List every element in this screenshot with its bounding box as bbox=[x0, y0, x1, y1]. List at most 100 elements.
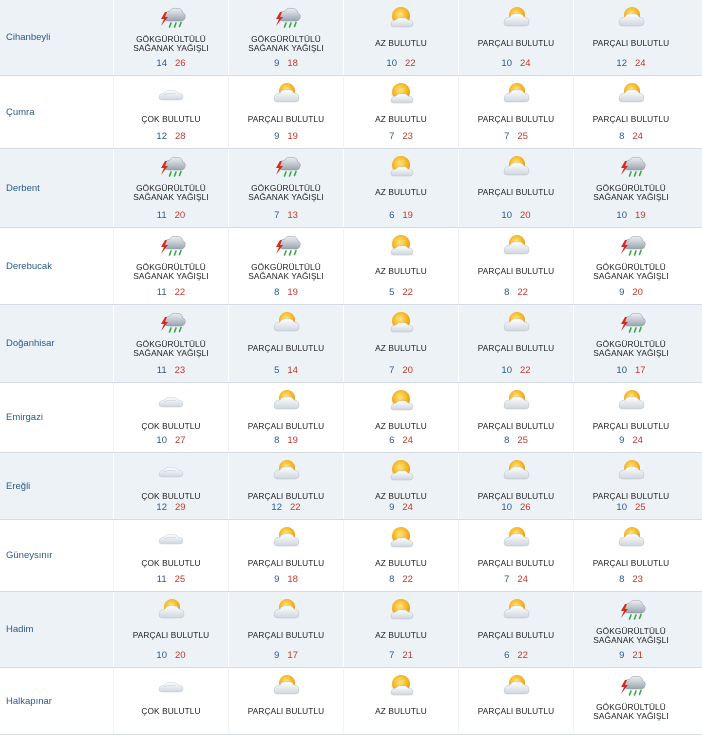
temperatures: 10 24 bbox=[459, 58, 573, 69]
city-name[interactable]: Doğanhisar bbox=[6, 338, 55, 349]
min-temp: 10 bbox=[616, 210, 627, 221]
condition-text: PARÇALI BULUTLU bbox=[477, 706, 555, 716]
min-temp: 12 bbox=[616, 58, 627, 69]
thunderstorm-rain-icon bbox=[156, 5, 186, 29]
day-forecast-cell: GÖKGÜRÜLTÜLÜ SAĞANAK YAĞIŞLI 11 22 bbox=[113, 228, 228, 304]
temperatures: 10 20 bbox=[114, 650, 228, 661]
thunderstorm-rain-icon bbox=[271, 5, 301, 29]
max-temp: 24 bbox=[520, 58, 531, 69]
sun-cloud-icon bbox=[386, 388, 416, 412]
max-temp: 23 bbox=[632, 574, 643, 585]
day-cells: PARÇALI BULUTLU 10 20 PARÇALI BULUTLU 9 17… bbox=[113, 592, 702, 667]
city-forecast-row: Hadim PARÇALI BULUTLU 10 20 PARÇALI BULUT… bbox=[0, 592, 702, 668]
condition-text: PARÇALI BULUTLU bbox=[592, 421, 670, 431]
min-temp: 7 bbox=[389, 365, 395, 376]
sun-cloud-icon bbox=[386, 673, 416, 697]
condition-text: PARÇALI BULUTLU bbox=[477, 266, 555, 276]
max-temp: 26 bbox=[520, 502, 531, 513]
city-name[interactable]: Hadim bbox=[6, 624, 34, 635]
city-name[interactable]: Emirgazi bbox=[6, 412, 43, 423]
temperatures: 6 22 bbox=[459, 650, 573, 661]
day-forecast-cell: PARÇALI BULUTLU 5 14 bbox=[228, 305, 343, 382]
temperatures: 8 23 bbox=[574, 574, 688, 585]
day-forecast-cell: PARÇALI BULUTLU 8 24 bbox=[573, 76, 688, 148]
condition-text: PARÇALI BULUTLU bbox=[592, 38, 670, 48]
day-forecast-cell: AZ BULUTLU 6 24 bbox=[343, 383, 458, 452]
condition-text: AZ BULUTLU bbox=[375, 266, 427, 276]
partly-cloudy-icon bbox=[501, 525, 531, 549]
thunderstorm-rain-icon bbox=[616, 310, 646, 334]
temperatures: 11 22 bbox=[114, 287, 228, 298]
max-temp: 19 bbox=[402, 210, 413, 221]
day-cells: ÇOK BULUTLU PARÇALI BULUTLU AZ BULUTLU P… bbox=[113, 668, 702, 734]
city-name[interactable]: Derbent bbox=[6, 182, 40, 194]
city-name[interactable]: Cihanbeyli bbox=[6, 32, 51, 43]
day-forecast-cell: AZ BULUTLU 7 20 bbox=[343, 305, 458, 382]
min-temp: 9 bbox=[274, 650, 280, 661]
max-temp: 18 bbox=[287, 58, 298, 69]
max-temp: 25 bbox=[635, 502, 646, 513]
partly-cloudy-icon bbox=[271, 525, 301, 549]
cloudy-icon bbox=[156, 673, 186, 697]
day-forecast-cell: PARÇALI BULUTLU bbox=[228, 668, 343, 734]
min-temp: 9 bbox=[619, 287, 625, 298]
temperatures: 12 24 bbox=[574, 58, 688, 69]
city-name[interactable]: Güneysınır bbox=[6, 550, 53, 561]
day-cells: ÇOK BULUTLU 12 28 PARÇALI BULUTLU 9 19 AZ … bbox=[113, 76, 702, 148]
city-name[interactable]: Halkapınar bbox=[6, 695, 52, 707]
max-temp: 20 bbox=[174, 210, 186, 221]
condition-text: PARÇALI BULUTLU bbox=[247, 491, 325, 501]
min-temp: 7 bbox=[274, 210, 280, 221]
temperatures bbox=[114, 717, 228, 728]
thunderstorm-rain-icon bbox=[156, 233, 186, 257]
city-forecast-row: Halkapınar ÇOK BULUTLU PARÇALI BULUTLU A… bbox=[0, 668, 702, 735]
max-temp: 22 bbox=[402, 287, 413, 298]
max-temp: 24 bbox=[517, 574, 528, 585]
temperatures: 12 22 bbox=[229, 502, 343, 513]
condition-text: PARÇALI BULUTLU bbox=[132, 630, 210, 640]
condition-text: ÇOK BULUTLU bbox=[141, 558, 201, 568]
min-temp: 7 bbox=[504, 131, 510, 142]
min-temp: 9 bbox=[389, 502, 395, 513]
max-temp: 19 bbox=[287, 287, 298, 298]
cloudy-icon bbox=[156, 458, 186, 482]
sun-cloud-icon bbox=[386, 525, 416, 549]
thunderstorm-rain-icon bbox=[156, 310, 186, 334]
partly-cloudy-icon bbox=[501, 81, 531, 105]
partly-cloudy-icon bbox=[501, 310, 531, 334]
condition-text: PARÇALI BULUTLU bbox=[477, 558, 555, 568]
max-temp: 25 bbox=[517, 435, 528, 446]
condition-text: PARÇALI BULUTLU bbox=[247, 114, 325, 124]
day-forecast-cell: PARÇALI BULUTLU 10 22 bbox=[458, 305, 573, 382]
temperatures: 5 14 bbox=[229, 365, 343, 376]
city-name[interactable]: Ereğli bbox=[6, 480, 31, 492]
day-forecast-cell: PARÇALI BULUTLU 8 25 bbox=[458, 383, 573, 452]
day-forecast-cell: AZ BULUTLU 7 23 bbox=[343, 76, 458, 148]
sun-cloud-icon bbox=[386, 310, 416, 334]
temperatures: 6 19 bbox=[344, 210, 458, 221]
condition-text: AZ BULUTLU bbox=[375, 630, 427, 640]
temperatures: 10 25 bbox=[574, 502, 688, 513]
partly-cloudy-icon bbox=[616, 5, 646, 29]
city-name[interactable]: Derebucak bbox=[6, 260, 52, 272]
day-forecast-cell: PARÇALI BULUTLU 7 24 bbox=[458, 520, 573, 591]
max-temp: 17 bbox=[635, 365, 646, 376]
condition-text: AZ BULUTLU bbox=[375, 558, 427, 568]
day-cells: ÇOK BULUTLU 11 25 PARÇALI BULUTLU 9 18 AZ … bbox=[113, 520, 702, 591]
partly-cloudy-icon bbox=[501, 154, 531, 178]
condition-text: AZ BULUTLU bbox=[375, 706, 427, 716]
max-temp: 22 bbox=[290, 502, 301, 513]
city-name[interactable]: Çumra bbox=[6, 106, 35, 118]
temperatures: 10 17 bbox=[574, 365, 688, 376]
condition-text: PARÇALI BULUTLU bbox=[477, 187, 555, 197]
partly-cloudy-icon bbox=[271, 388, 301, 412]
temperatures: 7 20 bbox=[344, 365, 458, 376]
condition-text: GÖKGÜRÜLTÜLÜ SAĞANAK YAĞIŞLI bbox=[593, 339, 669, 358]
condition-text: PARÇALI BULUTLU bbox=[247, 343, 325, 353]
day-forecast-cell: ÇOK BULUTLU 11 25 bbox=[113, 520, 228, 591]
max-temp: 21 bbox=[632, 650, 643, 661]
max-temp: 26 bbox=[175, 58, 186, 69]
day-forecast-cell: PARÇALI BULUTLU 12 22 bbox=[228, 453, 343, 519]
city-forecast-row: Cihanbeyli GÖKGÜRÜLTÜLÜ SAĞANAK YAĞIŞLI … bbox=[0, 0, 702, 76]
temperatures: 10 22 bbox=[344, 58, 458, 69]
